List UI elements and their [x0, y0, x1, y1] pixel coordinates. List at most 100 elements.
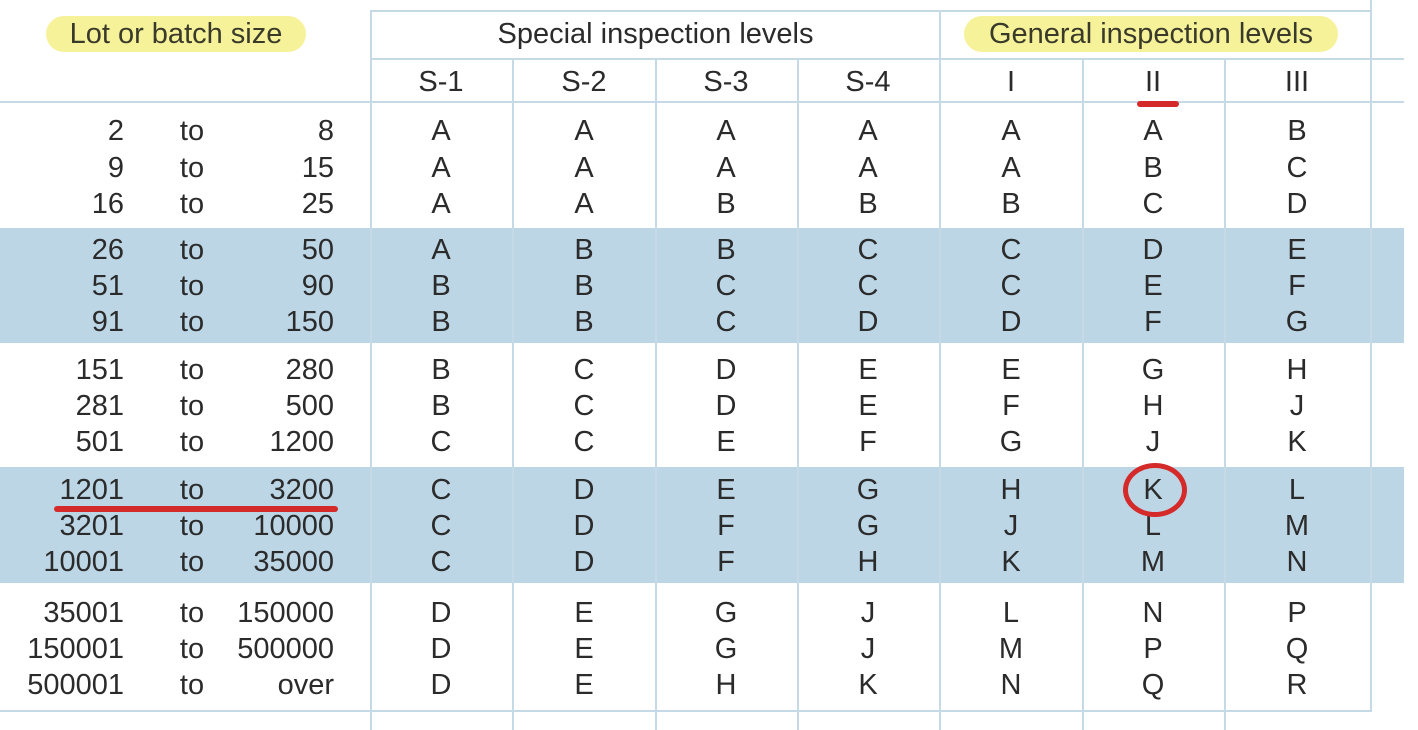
code-letter: B: [858, 188, 878, 220]
lot-to: 150000: [237, 597, 334, 629]
level-header: II: [1144, 66, 1162, 98]
row-marker: [54, 506, 338, 512]
code-letter: A: [1001, 152, 1021, 184]
code-letter: J: [860, 597, 876, 629]
special-levels-header: Special inspection levels: [497, 18, 814, 50]
lot-connector: to: [179, 546, 205, 578]
lot-from: 501: [75, 426, 124, 458]
code-letter: F: [1002, 390, 1020, 422]
code-letter: J: [1289, 390, 1305, 422]
grid-line: [797, 60, 799, 730]
code-letter: Q: [1285, 633, 1309, 665]
code-letter: D: [857, 306, 879, 338]
code-letter: R: [1286, 669, 1308, 701]
lot-to: 90: [301, 270, 334, 302]
code-letter: B: [1001, 188, 1021, 220]
lot-from: 26: [91, 234, 124, 266]
lot-to: 1200: [269, 426, 334, 458]
lot-from: 151: [75, 354, 124, 386]
code-letter: E: [716, 474, 736, 506]
lot-connector: to: [179, 597, 205, 629]
code-letter: F: [717, 546, 735, 578]
code-letter: D: [573, 510, 595, 542]
code-letter: H: [715, 669, 737, 701]
code-letter: N: [1000, 669, 1022, 701]
lot-from: 35001: [43, 597, 124, 629]
code-letter: C: [715, 306, 737, 338]
lot-to: 10000: [253, 510, 334, 542]
code-letter: E: [1143, 270, 1163, 302]
lot-to: 15: [301, 152, 334, 184]
code-letter: E: [574, 597, 594, 629]
code-letter: D: [1142, 234, 1164, 266]
code-letter: E: [1287, 234, 1307, 266]
code-letter: B: [431, 390, 451, 422]
code-letter: D: [1286, 188, 1308, 220]
lot-to: over: [277, 669, 334, 701]
code-letter: B: [574, 234, 594, 266]
lot-from: 16: [91, 188, 124, 220]
code-letter: A: [716, 115, 736, 147]
grid-line: [370, 12, 372, 730]
lot-from: 2: [107, 115, 124, 147]
code-letter: C: [1286, 152, 1308, 184]
code-letter: M: [1284, 510, 1310, 542]
lot-to: 35000: [253, 546, 334, 578]
level-header: S-3: [703, 66, 749, 98]
code-letter: P: [1287, 597, 1307, 629]
code-letter: F: [1144, 306, 1162, 338]
lot-from: 51: [91, 270, 124, 302]
lot-from: 10001: [43, 546, 124, 578]
code-letter: E: [716, 426, 736, 458]
code-letter: B: [431, 270, 451, 302]
code-letter: M: [1140, 546, 1166, 578]
lot-connector: to: [179, 354, 205, 386]
grid-line: [0, 710, 1372, 712]
code-letter: A: [858, 115, 878, 147]
code-letter: H: [1000, 474, 1022, 506]
code-letter: C: [857, 270, 879, 302]
general-levels-header: General inspection levels: [964, 16, 1338, 52]
code-letter: K: [1001, 546, 1021, 578]
code-letter: L: [1002, 597, 1020, 629]
lot-connector: to: [179, 115, 205, 147]
code-letter: P: [1143, 633, 1163, 665]
code-letter: C: [1142, 188, 1164, 220]
code-letter: E: [574, 633, 594, 665]
code-letter: G: [856, 474, 880, 506]
code-letter: K: [1287, 426, 1307, 458]
code-letter: A: [858, 152, 878, 184]
lot-connector: to: [179, 152, 205, 184]
level-header: III: [1284, 66, 1310, 98]
code-letter: E: [574, 669, 594, 701]
code-letter: G: [856, 510, 880, 542]
lot-connector: to: [179, 474, 205, 506]
code-letter: J: [1003, 510, 1019, 542]
lot-to: 500000: [237, 633, 334, 665]
code-letter: E: [1001, 354, 1021, 386]
code-letter: J: [1145, 426, 1161, 458]
lot-connector: to: [179, 188, 205, 220]
level-header: S-4: [845, 66, 891, 98]
code-letter: C: [430, 426, 452, 458]
code-letter: A: [716, 152, 736, 184]
code-letter: A: [431, 115, 451, 147]
code-letter: D: [573, 474, 595, 506]
code-letter: D: [430, 633, 452, 665]
code-letter: B: [574, 306, 594, 338]
grid-line: [370, 58, 1404, 60]
lot-to: 150: [285, 306, 334, 338]
code-letter: G: [999, 426, 1023, 458]
code-letter: C: [573, 354, 595, 386]
code-letter: D: [430, 597, 452, 629]
code-letter: C: [430, 510, 452, 542]
level-header: S-2: [561, 66, 607, 98]
code-letter: F: [717, 510, 735, 542]
level-header: S-1: [418, 66, 464, 98]
level-header: I: [1006, 66, 1016, 98]
code-letter: D: [430, 669, 452, 701]
code-letter: D: [715, 390, 737, 422]
grid-line: [1224, 60, 1226, 730]
lot-connector: to: [179, 426, 205, 458]
